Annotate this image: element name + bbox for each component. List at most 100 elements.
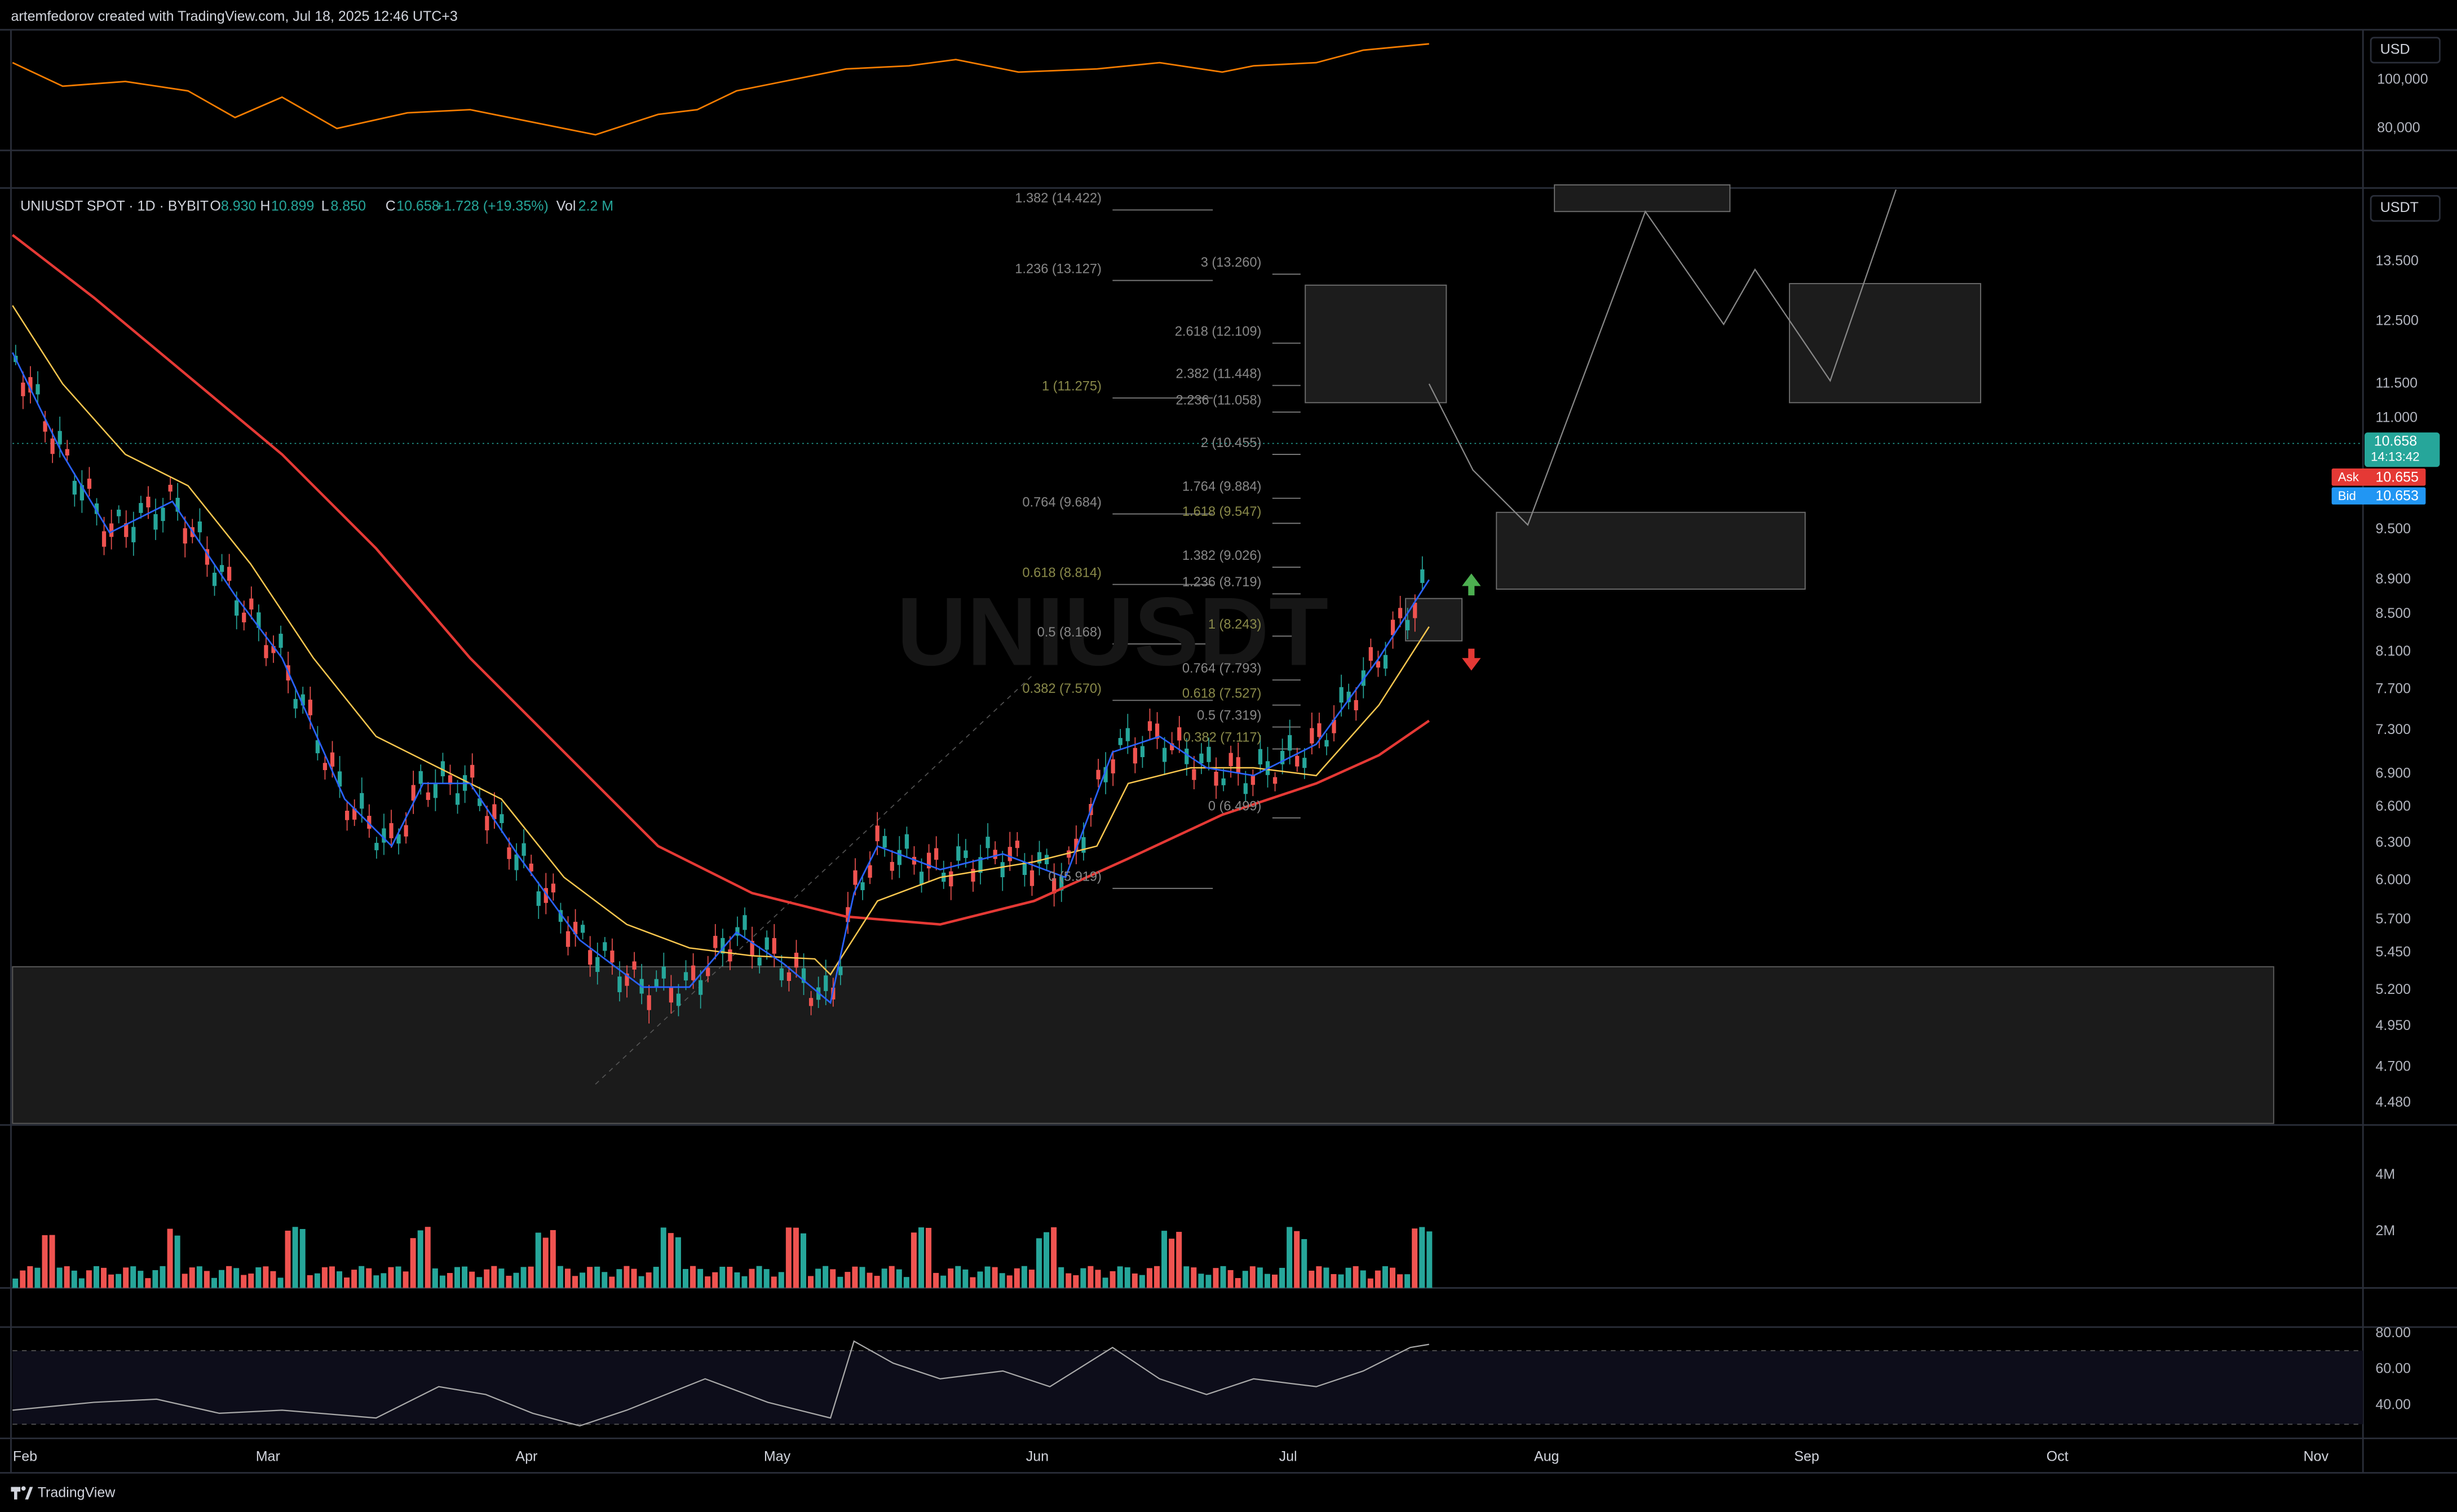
volume-bar xyxy=(580,1272,586,1288)
candle-body xyxy=(396,834,401,844)
volume-bar xyxy=(785,1227,792,1288)
candle-body xyxy=(65,449,69,456)
volume-bar xyxy=(712,1272,718,1288)
price-label: 6.900 xyxy=(2375,766,2411,781)
volume-bar xyxy=(926,1227,932,1288)
price-label: 6.600 xyxy=(2375,798,2411,814)
candle-body xyxy=(1398,608,1403,618)
volume-bar xyxy=(859,1267,865,1288)
currency-box[interactable] xyxy=(2370,37,2441,64)
volume-bar xyxy=(1073,1275,1079,1288)
candle-body xyxy=(926,852,931,869)
candle-body xyxy=(1111,759,1115,773)
rsi-label: 80.00 xyxy=(2375,1325,2411,1341)
candle-body xyxy=(308,700,312,715)
volume-bar xyxy=(1389,1267,1395,1288)
volume-bar xyxy=(749,1268,755,1288)
candle-body xyxy=(625,973,629,986)
candle-body xyxy=(1228,753,1233,767)
candle-body xyxy=(94,503,99,514)
price-label: 9.500 xyxy=(2375,521,2411,537)
volume-bar xyxy=(1169,1239,1175,1288)
volume-bar xyxy=(86,1270,92,1288)
candle-body xyxy=(109,523,114,537)
fib-label: 0.618 (8.814) xyxy=(1022,565,1101,580)
volume-bar xyxy=(1176,1232,1182,1288)
watermark: UNIUSDT xyxy=(896,577,1328,686)
volume-bar xyxy=(1257,1267,1263,1288)
volume-bar xyxy=(241,1275,247,1288)
candle-body xyxy=(786,972,792,982)
volume-bar xyxy=(71,1270,77,1288)
candle-body xyxy=(1420,569,1425,583)
currency: USDT xyxy=(2380,200,2419,215)
candle-body xyxy=(558,910,563,922)
fib-label: 0.5 (8.168) xyxy=(1037,625,1102,640)
fib-label: 2.236 (11.058) xyxy=(1176,394,1262,408)
volume-bar xyxy=(189,1267,195,1288)
candle-body xyxy=(868,865,872,878)
volume-bar xyxy=(881,1268,887,1288)
volume-bar xyxy=(535,1232,541,1288)
candle-body xyxy=(87,479,92,489)
candle-body xyxy=(418,771,423,784)
candle-body xyxy=(1376,661,1381,668)
volume-bar xyxy=(1058,1267,1064,1288)
volume-bar xyxy=(403,1271,409,1288)
volume-bar xyxy=(1095,1270,1101,1288)
rsi-levels xyxy=(12,1350,2363,1425)
candle-body xyxy=(1302,758,1307,768)
candle-body xyxy=(139,503,143,513)
ask-value: 10.655 xyxy=(2375,469,2418,485)
candle-body xyxy=(205,549,210,565)
candle-body xyxy=(1317,723,1322,737)
volume-bar xyxy=(211,1277,217,1288)
change: +1.728 (+19.35%) xyxy=(436,198,549,214)
volume-bar xyxy=(1124,1267,1130,1288)
candle-body xyxy=(743,915,747,930)
candle-body xyxy=(235,600,239,616)
candle-body xyxy=(1147,721,1152,731)
candle-body xyxy=(293,698,298,709)
volume-bar xyxy=(1066,1273,1072,1288)
candle-body xyxy=(21,382,25,396)
candle-body xyxy=(971,869,975,882)
candle-body xyxy=(875,825,880,842)
candle-body xyxy=(50,438,55,454)
candle-body xyxy=(1185,748,1189,764)
volume-bar xyxy=(999,1273,1005,1288)
price-label: 8.500 xyxy=(2375,605,2411,621)
volume-bar xyxy=(123,1267,129,1288)
candle-body xyxy=(1280,750,1285,764)
candle-body xyxy=(1177,727,1182,741)
candle-body xyxy=(43,421,47,432)
time-label: Feb xyxy=(13,1448,37,1464)
candle-body xyxy=(264,645,268,658)
candle-body xyxy=(934,848,939,860)
candle-body xyxy=(1383,655,1388,669)
time-label: Jul xyxy=(1279,1448,1297,1464)
volume-bar xyxy=(845,1272,851,1288)
candle-body xyxy=(1022,862,1027,875)
volume-bar xyxy=(1249,1266,1256,1288)
ohlc-key: O xyxy=(210,198,220,214)
currency-box[interactable] xyxy=(2370,195,2441,222)
candle-body xyxy=(808,998,814,1006)
volume-bar xyxy=(395,1266,401,1288)
trend-line xyxy=(595,673,1035,1085)
candle-body xyxy=(360,793,364,809)
volume-bar xyxy=(1051,1227,1057,1288)
volume-bar xyxy=(705,1276,711,1288)
support-zone xyxy=(12,966,2274,1124)
candle-body xyxy=(551,883,555,892)
fib-label: 1.618 (9.547) xyxy=(1182,505,1261,519)
volume-bar xyxy=(138,1271,144,1288)
candle-body xyxy=(735,927,740,936)
volume-bar xyxy=(602,1272,608,1288)
volume-bar xyxy=(609,1276,615,1288)
candle-body xyxy=(470,764,475,778)
price-label: 8.900 xyxy=(2375,571,2411,587)
candle-body xyxy=(661,966,666,979)
